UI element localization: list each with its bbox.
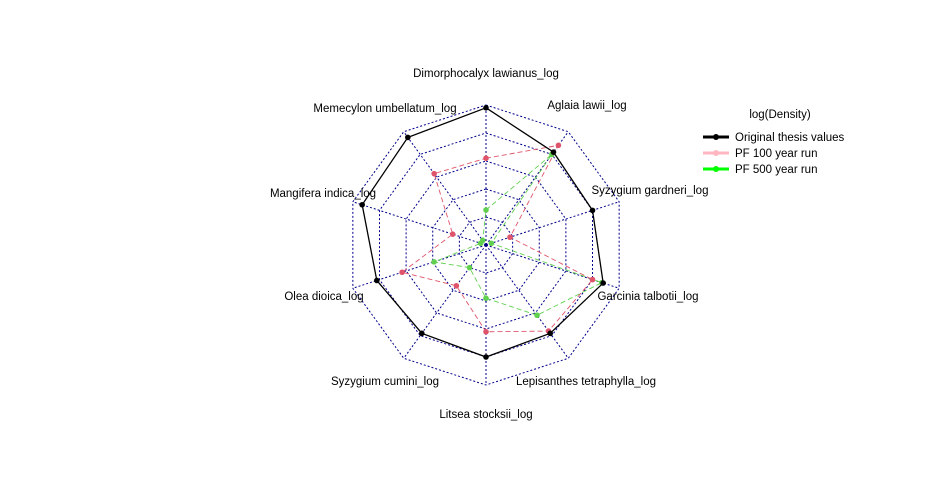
series-1-point-5	[483, 329, 489, 335]
grid-ring-1	[458, 216, 514, 274]
axis-label-8: Mangifera indica_log	[270, 188, 376, 200]
series-line-0	[361, 107, 604, 358]
radar-series	[359, 105, 606, 360]
axis-label-0: Dimorphocalyx lawianus_log	[413, 68, 559, 80]
axis-label-2: Syzygium gardneri_log	[592, 185, 709, 197]
series-2-point-2	[488, 240, 495, 247]
series-2-point-0	[483, 207, 489, 213]
series-0-point-9	[405, 134, 411, 141]
grid-spoke-6	[403, 244, 487, 359]
axis-label-3: Garcinia talbotii_log	[597, 291, 698, 303]
axis-label-7: Olea dioica_log	[284, 291, 363, 303]
axis-label-5: Litsea stocksii_log	[439, 409, 532, 421]
grid-ring-5	[352, 104, 620, 386]
legend-marker-0	[713, 134, 719, 140]
legend-item-2: PF 500 year run	[703, 164, 817, 176]
axis-label-9: Memecylon umbellatum_log	[313, 103, 456, 115]
series-1	[399, 142, 596, 335]
series-2-point-9	[479, 237, 486, 244]
series-2-point-6	[466, 264, 473, 271]
series-0-point-3	[600, 280, 606, 286]
series-line-1	[401, 144, 594, 333]
legend-marker-1	[713, 150, 719, 156]
axis-label-1: Aglaia lawii_log	[547, 100, 626, 112]
legend-items: Original thesis values PF 100 year run PF …	[703, 132, 845, 176]
legend-label-0: Original thesis values	[735, 132, 845, 144]
legend: log(Density) Original thesis values PF 10…	[703, 109, 845, 176]
legend-item-1: PF 100 year run	[703, 148, 817, 160]
axis-label-4: Lepisanthes tetraphylla_log	[516, 376, 656, 388]
series-0-point-4	[547, 330, 553, 337]
series-1-point-3	[589, 276, 596, 283]
series-2-point-7	[431, 259, 437, 265]
series-1-point-7	[399, 269, 405, 276]
legend-label-2: PF 500 year run	[735, 164, 817, 176]
series-0-point-5	[483, 354, 489, 360]
series-2-point-4	[534, 312, 540, 319]
legend-title: log(Density)	[749, 109, 811, 121]
legend-marker-2	[713, 166, 719, 172]
series-1-point-9	[431, 170, 437, 177]
grid-spoke-8	[352, 201, 487, 246]
series-1-point-0	[483, 155, 489, 161]
series-0-point-7	[374, 277, 380, 284]
grid-ring-3	[405, 160, 567, 330]
axis-label-6: Syzygium cumini_log	[331, 376, 439, 388]
radar-grid	[352, 104, 620, 386]
series-0-point-1	[550, 149, 557, 155]
series-1-point-1	[555, 142, 562, 149]
series-0	[359, 105, 606, 360]
grid-spoke-1	[485, 131, 569, 246]
series-2-point-5	[483, 295, 489, 302]
grid-spoke-4	[485, 244, 569, 359]
grid-spoke-9	[403, 131, 487, 246]
legend-item-0: Original thesis values	[703, 132, 845, 144]
grid-ring-4	[378, 132, 594, 358]
series-0-point-0	[483, 105, 489, 111]
legend-label-1: PF 100 year run	[735, 148, 817, 160]
series-1-point-2	[507, 234, 513, 241]
series-1-point-8	[449, 231, 456, 237]
series-0-point-6	[419, 330, 425, 337]
series-0-point-8	[359, 201, 365, 208]
axis-labels: Dimorphocalyx lawianus_log Aglaia lawii_l…	[270, 68, 709, 421]
series-0-point-2	[589, 207, 596, 214]
grid-spoke-2	[485, 201, 620, 246]
series-1-point-6	[453, 282, 460, 289]
